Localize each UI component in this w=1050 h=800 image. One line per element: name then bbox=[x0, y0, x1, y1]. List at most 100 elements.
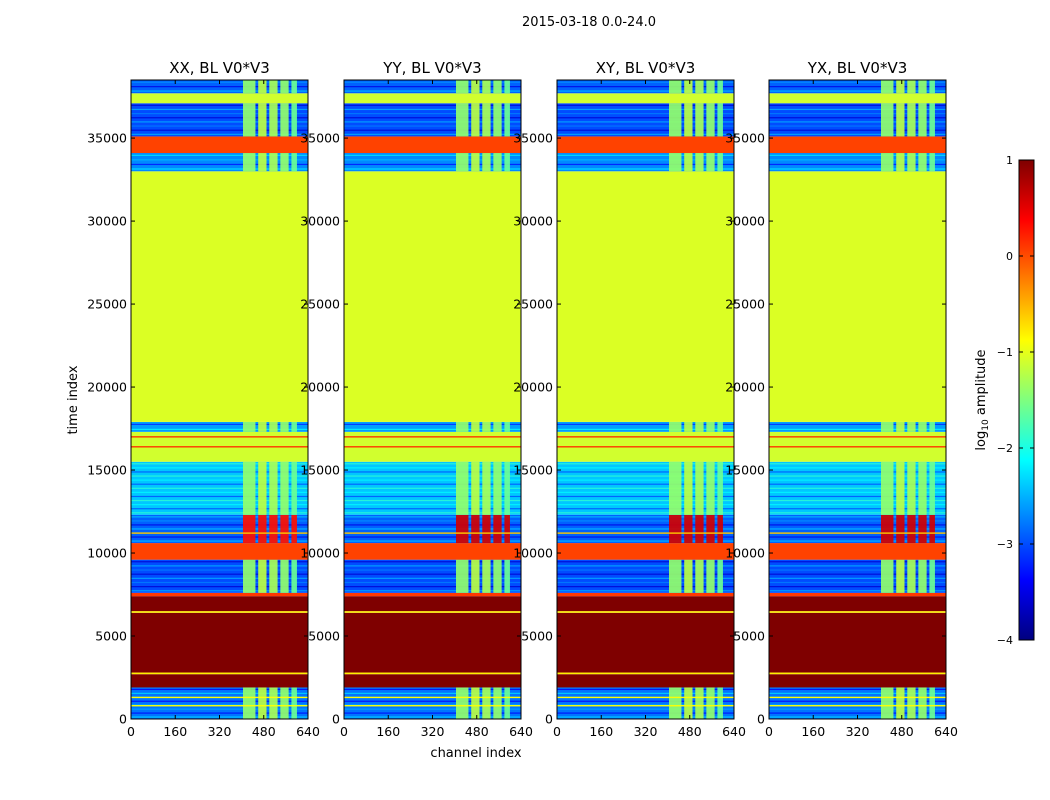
y-tick-label: 20000 bbox=[87, 380, 127, 395]
rfi-column bbox=[280, 153, 289, 172]
rfi-column bbox=[907, 559, 916, 593]
noise-stripe bbox=[344, 483, 521, 485]
panel-4-image bbox=[769, 80, 946, 719]
noise-stripe bbox=[131, 561, 308, 563]
colorbar-tick-label: 1 bbox=[1006, 154, 1013, 167]
rfi-column bbox=[291, 80, 297, 94]
rfi-column bbox=[717, 687, 723, 719]
noise-stripe bbox=[557, 581, 734, 584]
noise-stripe bbox=[131, 516, 308, 518]
noise-stripe bbox=[131, 479, 308, 481]
rfi-column bbox=[456, 80, 469, 94]
rfi-column bbox=[493, 80, 502, 94]
noise-stripe bbox=[344, 692, 521, 694]
time-band bbox=[557, 136, 734, 154]
rfi-column bbox=[717, 103, 723, 137]
x-tick-label: 320 bbox=[208, 724, 232, 739]
flag-line bbox=[344, 705, 521, 707]
y-tick-label: 30000 bbox=[513, 214, 553, 229]
y-tick-label: 35000 bbox=[725, 131, 765, 146]
y-tick-label: 0 bbox=[545, 712, 553, 727]
noise-stripe bbox=[131, 90, 308, 92]
noise-stripe bbox=[131, 688, 308, 691]
noise-stripe bbox=[344, 491, 521, 493]
noise-stripe bbox=[557, 540, 734, 542]
noise-stripe bbox=[769, 508, 946, 510]
time-band bbox=[131, 543, 308, 560]
noise-stripe bbox=[769, 504, 946, 506]
noise-stripe bbox=[557, 569, 734, 571]
rfi-column bbox=[706, 559, 715, 593]
rfi-column bbox=[269, 103, 278, 137]
x-tick-label: 0 bbox=[765, 724, 773, 739]
noise-stripe bbox=[557, 471, 734, 473]
rfi-column bbox=[243, 687, 256, 719]
rfi-column bbox=[907, 421, 916, 432]
rfi-column bbox=[291, 687, 297, 719]
rfi-column bbox=[881, 514, 894, 544]
panel-3: XY, BL V0*V3 0 160 320 480 640 0 5000 10000 15000… bbox=[513, 59, 746, 739]
rfi-column bbox=[258, 80, 267, 94]
noise-stripe bbox=[344, 581, 521, 584]
time-band bbox=[344, 674, 521, 688]
noise-stripe bbox=[557, 483, 734, 485]
y-tick-label: 10000 bbox=[87, 546, 127, 561]
rfi-column bbox=[258, 514, 267, 544]
time-band bbox=[557, 103, 734, 137]
noise-stripe bbox=[344, 479, 521, 481]
noise-stripe bbox=[131, 577, 308, 579]
noise-stripe bbox=[557, 479, 734, 481]
y-tick-label: 25000 bbox=[513, 297, 553, 312]
rfi-column bbox=[706, 80, 715, 94]
rfi-column bbox=[706, 103, 715, 137]
rfi-column bbox=[896, 559, 905, 593]
noise-stripe bbox=[769, 700, 946, 702]
noise-stripe bbox=[557, 499, 734, 502]
rfi-column bbox=[280, 80, 289, 94]
rfi-column bbox=[482, 514, 491, 544]
noise-stripe bbox=[131, 586, 308, 588]
rfi-column bbox=[695, 103, 704, 137]
noise-stripe bbox=[557, 520, 734, 522]
noise-stripe bbox=[557, 113, 734, 115]
noise-stripe bbox=[769, 536, 946, 538]
rfi-column bbox=[706, 461, 715, 515]
noise-stripe bbox=[131, 569, 308, 571]
noise-stripe bbox=[769, 113, 946, 115]
rfi-column bbox=[258, 103, 267, 137]
rfi-column bbox=[684, 559, 693, 593]
time-band bbox=[557, 421, 734, 432]
noise-stripe bbox=[344, 104, 521, 106]
rfi-column bbox=[896, 461, 905, 515]
time-band bbox=[344, 103, 521, 137]
flag-line bbox=[131, 705, 308, 707]
figure-suptitle: 2015-03-18 0.0-24.0 bbox=[522, 15, 656, 30]
noise-stripe bbox=[344, 129, 521, 131]
rfi-column bbox=[456, 687, 469, 719]
rfi-column bbox=[482, 153, 491, 172]
noise-stripe bbox=[344, 463, 521, 465]
panel-2: YY, BL V0*V3 0 160 320 480 640 0 5000 10000 15000… bbox=[300, 59, 533, 739]
noise-stripe bbox=[557, 712, 734, 714]
rfi-column bbox=[471, 461, 480, 515]
noise-stripe bbox=[769, 573, 946, 575]
time-band bbox=[344, 687, 521, 719]
flag-line bbox=[131, 532, 308, 534]
rfi-column bbox=[881, 103, 894, 137]
rfi-column bbox=[243, 153, 256, 172]
noise-stripe bbox=[769, 133, 946, 135]
rfi-column bbox=[881, 80, 894, 94]
y-axis-label: time index bbox=[66, 365, 81, 434]
time-band bbox=[557, 93, 734, 104]
noise-stripe bbox=[344, 471, 521, 473]
time-band bbox=[557, 596, 734, 612]
rfi-column bbox=[504, 153, 510, 172]
y-tick-label: 15000 bbox=[87, 463, 127, 478]
noise-stripe bbox=[344, 487, 521, 489]
noise-stripe bbox=[131, 86, 308, 88]
noise-stripe bbox=[557, 159, 734, 161]
rfi-column bbox=[695, 514, 704, 544]
noise-stripe bbox=[769, 569, 946, 571]
noise-stripe bbox=[769, 163, 946, 166]
